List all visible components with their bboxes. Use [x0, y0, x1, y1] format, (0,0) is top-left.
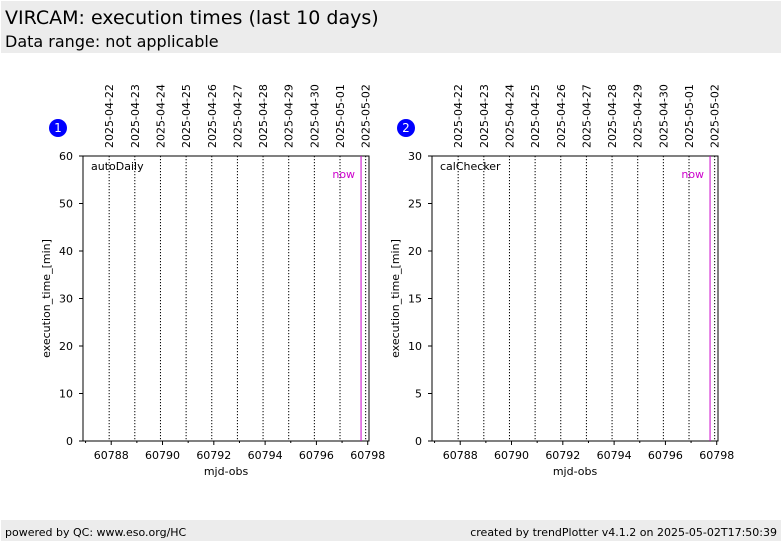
x-tick-label-2-4: 60794 [597, 449, 632, 462]
footer-bar: powered by QC: www.eso.org/HC created by… [1, 520, 781, 541]
x-tick-label-2-1: 60788 [443, 449, 478, 462]
date-label-2-1: 2025-04-22 [452, 84, 465, 148]
page-subtitle: Data range: not applicable [5, 32, 219, 51]
panel-badge-2 [397, 119, 415, 137]
footer-created-by: created by trendPlotter v4.1.2 on 2025-0… [470, 526, 777, 539]
now-label-2: now [681, 168, 704, 181]
date-label-2-10: 2025-05-01 [683, 84, 696, 148]
panel-label-2: calChecker [440, 160, 501, 173]
date-label-2-2: 2025-04-23 [478, 84, 491, 148]
y-tick-label-2-1: 0 [415, 435, 422, 448]
date-label-2-7: 2025-04-28 [606, 84, 619, 148]
x-tick-label-1-2: 60790 [145, 449, 180, 462]
date-label-2-8: 2025-04-29 [632, 84, 645, 148]
date-label-1-10: 2025-05-01 [334, 84, 347, 148]
date-label-1-2: 2025-04-23 [129, 84, 142, 148]
date-label-1-1: 2025-04-22 [103, 84, 116, 148]
x-axis-label-2: mjd-obs [553, 465, 598, 478]
y-tick-label-1-1: 0 [66, 435, 73, 448]
footer-powered-by: powered by QC: www.eso.org/HC [5, 526, 187, 539]
y-tick-label-2-7: 30 [408, 150, 422, 163]
x-tick-label-2-2: 60790 [494, 449, 529, 462]
date-label-2-3: 2025-04-24 [503, 84, 516, 148]
y-tick-label-1-2: 10 [59, 388, 73, 401]
page-title: VIRCAM: execution times (last 10 days) [5, 7, 379, 29]
date-label-1-11: 2025-05-02 [360, 84, 373, 148]
x-tick-label-1-5: 60796 [299, 449, 334, 462]
panel-badge-label-1: 1 [54, 121, 62, 135]
y-tick-label-2-2: 5 [415, 388, 422, 401]
x-tick-label-2-5: 60796 [648, 449, 683, 462]
x-tick-label-2-3: 60792 [545, 449, 580, 462]
y-tick-label-1-7: 60 [59, 150, 73, 163]
date-label-2-4: 2025-04-25 [529, 84, 542, 148]
y-tick-label-2-4: 15 [408, 293, 422, 306]
date-label-1-3: 2025-04-24 [154, 84, 167, 148]
y-tick-label-2-3: 10 [408, 340, 422, 353]
y-tick-label-1-4: 30 [59, 293, 73, 306]
panel-label-1: autoDaily [91, 160, 144, 173]
panel-badge-1 [49, 119, 67, 137]
date-label-1-4: 2025-04-25 [180, 84, 193, 148]
x-tick-label-1-1: 60788 [94, 449, 129, 462]
plot-area-2 [431, 155, 719, 442]
y-tick-label-1-3: 20 [59, 340, 73, 353]
panel-badge-label-2: 2 [402, 121, 410, 135]
y-axis-label-1: execution_time_[min] [40, 239, 53, 358]
y-tick-label-1-6: 50 [59, 198, 73, 211]
date-label-2-5: 2025-04-26 [555, 84, 568, 148]
x-tick-label-1-3: 60792 [196, 449, 231, 462]
date-label-1-7: 2025-04-28 [257, 84, 270, 148]
y-tick-label-1-5: 40 [59, 245, 73, 258]
date-label-2-6: 2025-04-27 [580, 84, 593, 148]
y-axis-label-2: execution_time_[min] [389, 239, 402, 358]
plot-area-1 [82, 155, 370, 442]
x-tick-label-1-4: 60794 [248, 449, 283, 462]
header-bar: VIRCAM: execution times (last 10 days) D… [1, 1, 781, 53]
now-label-1: now [332, 168, 355, 181]
x-axis-label-1: mjd-obs [204, 465, 249, 478]
x-tick-label-2-6: 60798 [699, 449, 734, 462]
x-tick-label-1-6: 60798 [350, 449, 385, 462]
date-label-2-9: 2025-04-30 [657, 84, 670, 148]
date-label-1-8: 2025-04-29 [283, 84, 296, 148]
date-label-1-6: 2025-04-27 [231, 84, 244, 148]
date-label-1-5: 2025-04-26 [206, 84, 219, 148]
y-tick-label-2-5: 20 [408, 245, 422, 258]
date-label-2-11: 2025-05-02 [709, 84, 722, 148]
date-label-1-9: 2025-04-30 [308, 84, 321, 148]
y-tick-label-2-6: 25 [408, 198, 422, 211]
